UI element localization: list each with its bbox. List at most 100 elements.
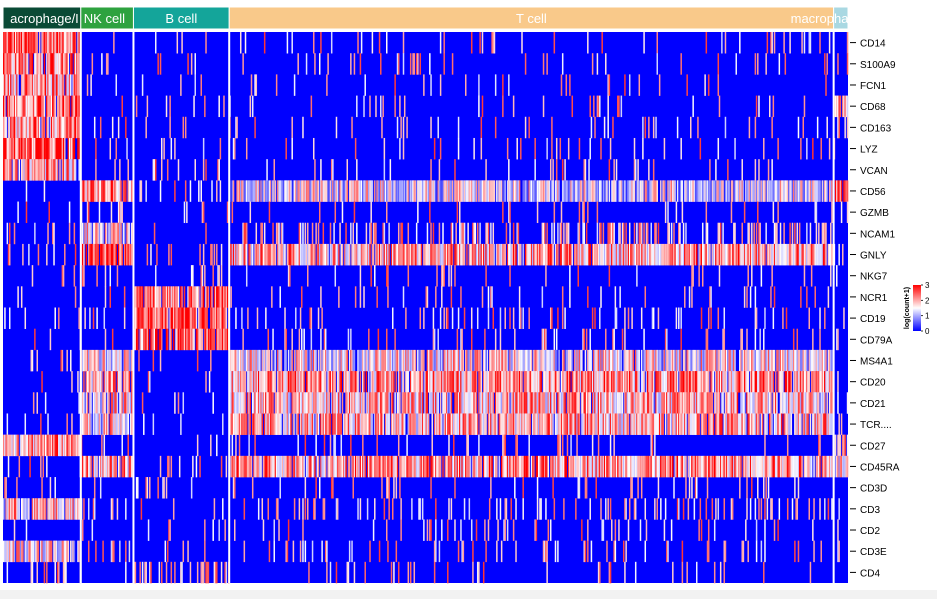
heatmap-cell: [444, 371, 447, 393]
heatmap-cell: [681, 243, 684, 266]
heatmap-cell: [682, 413, 685, 435]
heatmap-cell: [549, 180, 552, 202]
heatmap-cell: [72, 95, 74, 118]
heatmap-cell: [450, 243, 453, 266]
heatmap-cell: [820, 413, 822, 435]
heatmap-cell: [417, 413, 419, 435]
heatmap-cell: [249, 392, 252, 414]
heatmap-cell: [81, 349, 84, 372]
heatmap-cell: [626, 180, 629, 202]
heatmap-cell: [143, 413, 145, 435]
heatmap-cell: [287, 243, 290, 266]
heatmap-cell: [55, 53, 58, 75]
heatmap-cell: [509, 371, 511, 393]
heatmap-cell: [105, 222, 108, 245]
heatmap-cell: [749, 349, 752, 372]
heatmap-cell: [116, 222, 119, 245]
heatmap-cell: [754, 392, 757, 414]
heatmap-cell: [108, 222, 110, 245]
heatmap-cell: [707, 392, 710, 414]
heatmap-cell: [790, 349, 793, 372]
heatmap-cell: [189, 180, 192, 202]
heatmap-cell: [109, 180, 112, 202]
heatmap-cell: [211, 180, 213, 202]
heatmap-cell: [382, 95, 384, 118]
heatmap-cell: [414, 180, 417, 202]
heatmap-cell: [670, 243, 673, 266]
heatmap-cell: [43, 434, 46, 457]
heatmap-cell: [704, 243, 706, 266]
heatmap-cell: [454, 371, 456, 393]
heatmap-cell: [382, 222, 384, 245]
heatmap-cell: [826, 371, 828, 393]
heatmap-cell: [86, 392, 89, 414]
heatmap-cell: [776, 413, 778, 435]
heatmap-cell: [534, 371, 536, 393]
heatmap-cell: [271, 392, 273, 414]
heatmap-cell: [655, 349, 657, 372]
heatmap-cell: [545, 265, 547, 287]
heatmap-cell: [3, 159, 5, 181]
heatmap-cell: [358, 349, 360, 372]
heatmap-cell: [639, 180, 642, 202]
heatmap-cell: [243, 243, 246, 266]
heatmap-cell: [686, 349, 688, 372]
heatmap-cell: [650, 434, 653, 457]
heatmap-cell: [518, 371, 521, 393]
heatmap-cell: [22, 434, 24, 457]
heatmap-cell: [31, 137, 34, 160]
heatmap-cell: [621, 328, 624, 351]
heatmap-cell: [508, 74, 510, 96]
heatmap-cell: [11, 53, 13, 75]
heatmap-cell: [95, 137, 97, 160]
heatmap-cell: [438, 180, 441, 202]
heatmap-cell: [692, 349, 694, 372]
heatmap-cell: [553, 222, 556, 245]
heatmap-cell: [255, 349, 258, 372]
heatmap-cell: [687, 371, 690, 393]
heatmap-cell: [818, 413, 820, 435]
heatmap-cell: [640, 349, 643, 372]
heatmap-cell: [317, 371, 320, 393]
heatmap-cell: [575, 413, 577, 435]
heatmap-cell: [360, 455, 363, 478]
heatmap-cell: [600, 413, 602, 435]
heatmap-cell: [681, 392, 684, 414]
heatmap-cell: [64, 137, 66, 160]
heatmap-cell: [825, 243, 827, 266]
heatmap-cell: [581, 180, 583, 202]
heatmap-cell: [676, 349, 679, 372]
heatmap-cell: [710, 371, 712, 393]
heatmap-cell: [776, 222, 778, 245]
heatmap-cell: [754, 180, 757, 202]
heatmap-cell: [165, 286, 168, 308]
heatmap-cell: [652, 180, 655, 202]
heatmap-cell: [413, 243, 416, 266]
heatmap-cell: [255, 371, 258, 393]
heatmap-cell: [20, 116, 23, 139]
heatmap-cell: [539, 180, 541, 202]
heatmap-cell: [557, 371, 559, 393]
heatmap-cell: [369, 243, 371, 266]
heatmap-cell: [455, 371, 457, 393]
heatmap-cell: [754, 243, 757, 266]
heatmap-cell: [632, 349, 635, 372]
heatmap-cell: [481, 413, 484, 435]
heatmap-cell: [512, 371, 515, 393]
heatmap-cell: [10, 116, 12, 139]
heatmap-cell: [302, 243, 304, 266]
heatmap-cell: [93, 222, 96, 245]
heatmap-cell: [85, 455, 88, 478]
heatmap-cell: [204, 95, 206, 118]
heatmap-cell: [32, 434, 35, 457]
heatmap-cell: [679, 243, 681, 266]
heatmap-cell: [703, 349, 705, 372]
heatmap-cell: [60, 32, 62, 54]
heatmap-cell: [403, 455, 406, 478]
heatmap-cell: [364, 243, 366, 266]
heatmap-cell: [492, 307, 495, 329]
heatmap-cell: [628, 371, 631, 393]
heatmap-cell: [758, 413, 760, 435]
heatmap-cell: [273, 180, 275, 202]
heatmap-cell: [522, 349, 524, 372]
